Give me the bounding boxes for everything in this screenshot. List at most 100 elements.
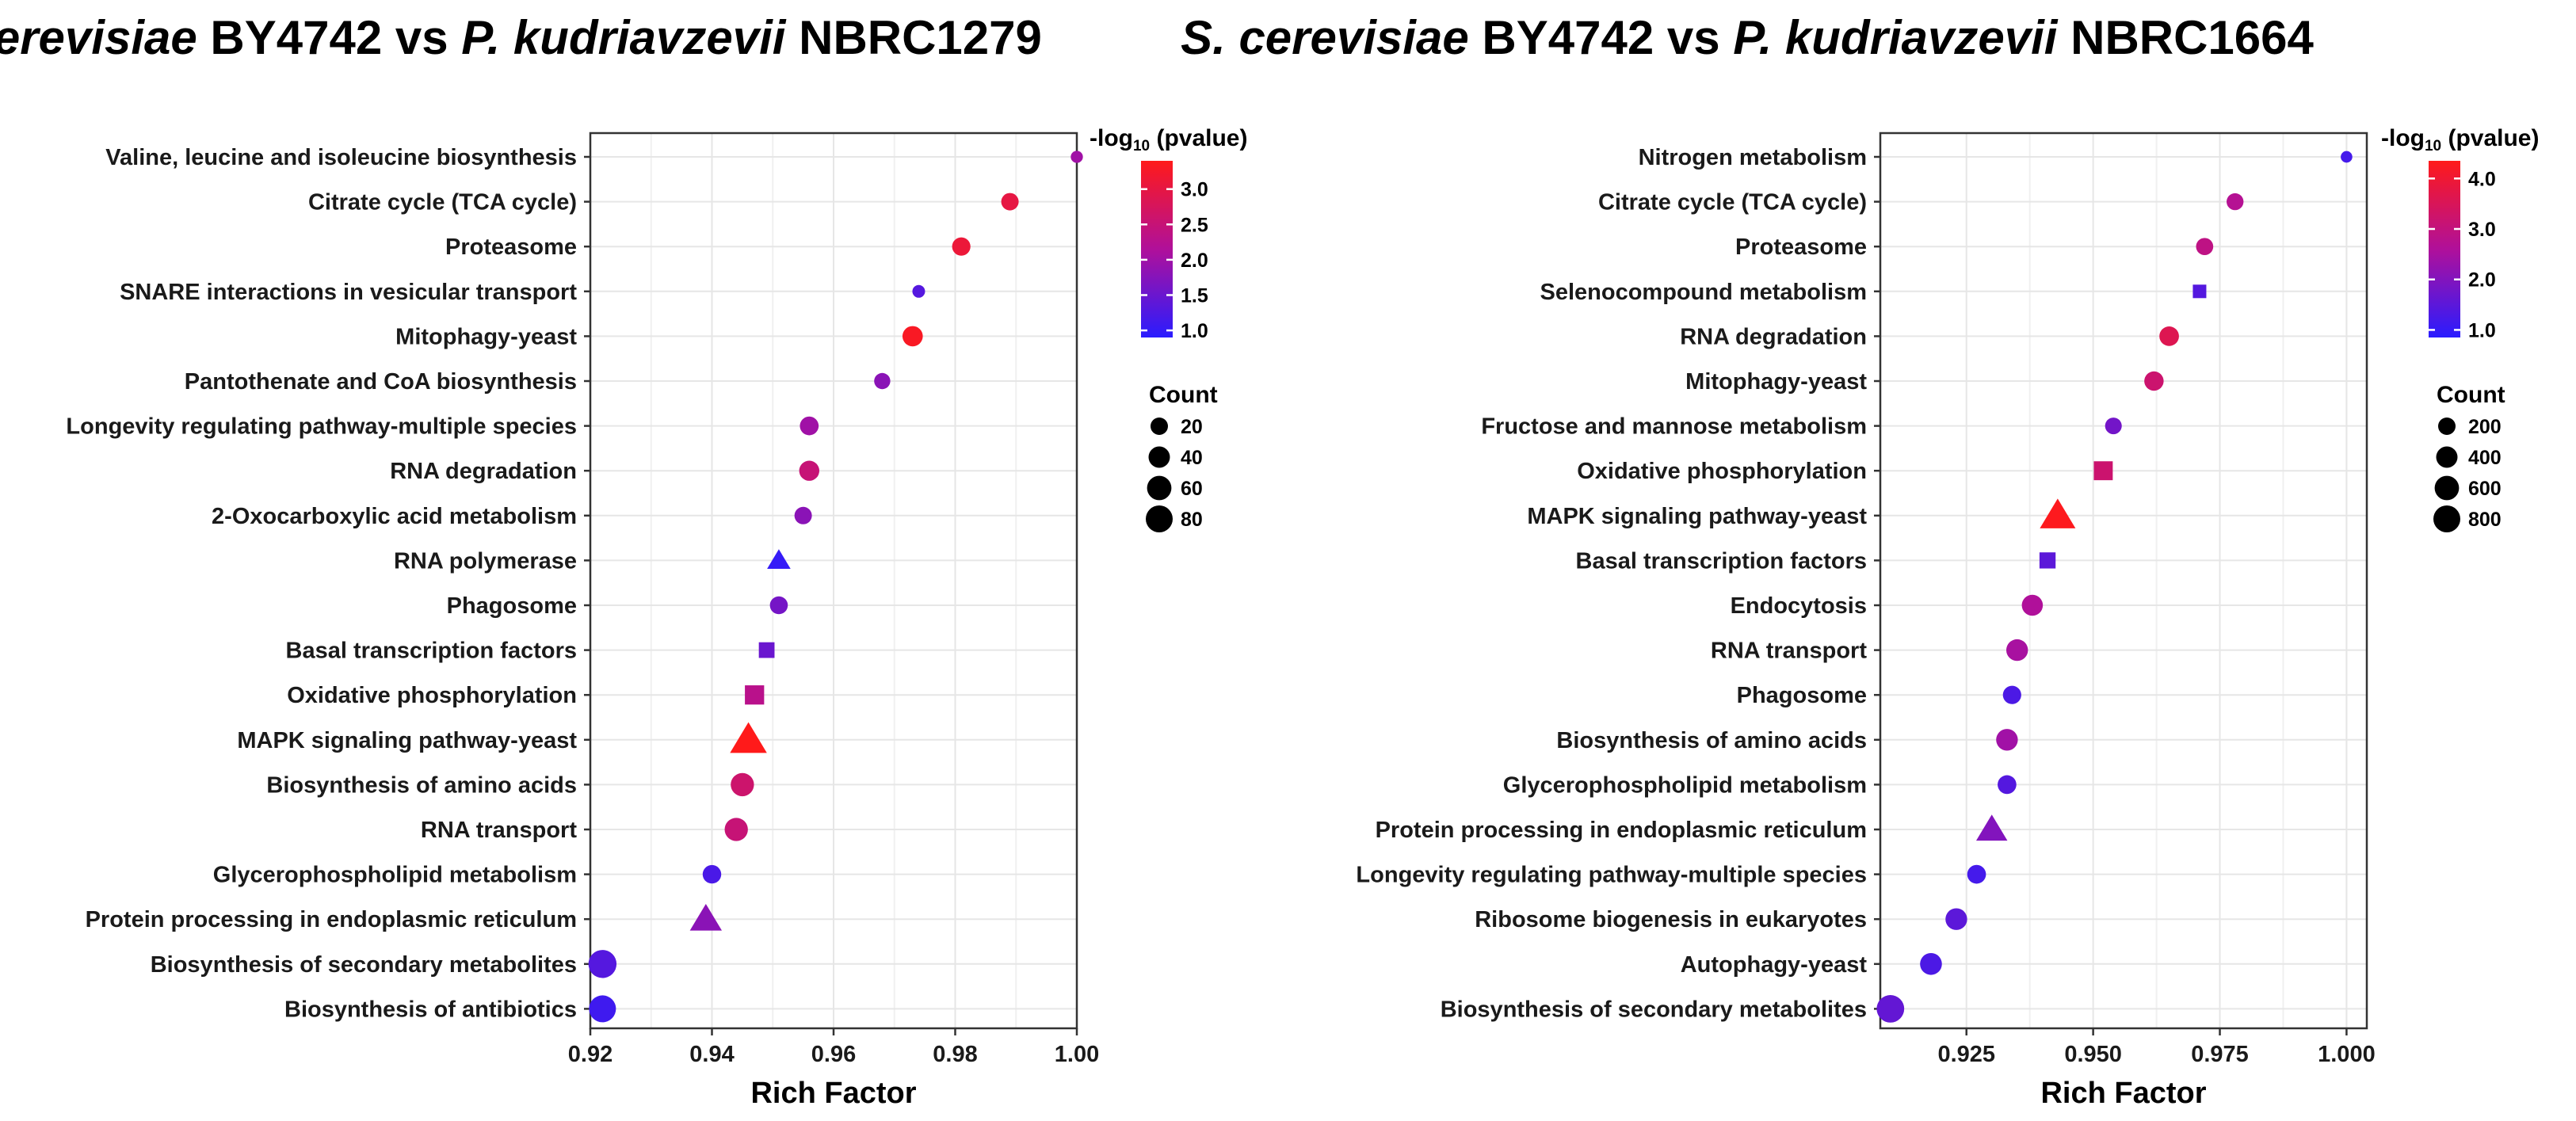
category-label: RNA polymerase [394, 548, 577, 574]
data-point-circle [1967, 864, 1986, 884]
category-label: Glycerophospholipid metabolism [213, 863, 577, 888]
x-tick-label: 1.000 [2318, 1042, 2376, 1067]
category-label: Valine, leucine and isoleucine biosynthe… [105, 145, 577, 170]
x-tick-label: 0.975 [2191, 1042, 2249, 1067]
x-axis-ticks: 0.925 0.950 0.975 1.000 [1937, 1028, 2376, 1067]
data-point-circle [2341, 151, 2353, 163]
data-point-circle [2105, 418, 2122, 435]
colorbar-ticks: 1.0 1.5 2.0 2.5 3.0 [1141, 179, 1208, 342]
chart-panel-nbrc1279: S. cerevisiae BY4742 vs P. kudriavzevii … [0, 11, 1247, 1110]
size-legend-label: 40 [1181, 447, 1203, 469]
data-point-circle [1876, 995, 1905, 1023]
colorbar-tick-label: 4.0 [2468, 168, 2496, 190]
data-point-circle [2227, 193, 2244, 211]
data-point-circle [2159, 326, 2179, 346]
category-label: Protein processing in endoplasmic reticu… [1376, 818, 1867, 843]
x-tick-label: 0.96 [811, 1042, 856, 1067]
size-legend-items: 200 400 600 800 [2433, 416, 2502, 532]
size-legend-dot [2433, 505, 2460, 532]
data-point-circle [1070, 151, 1083, 163]
data-point-circle [2196, 238, 2214, 256]
data-point-circle [799, 460, 820, 481]
category-label: Phagosome [447, 593, 577, 619]
data-point-square [745, 685, 765, 705]
category-label: Basal transcription factors [286, 639, 577, 664]
category-labels: Valine, leucine and isoleucine biosynthe… [66, 145, 590, 1022]
category-label: Endocytosis [1731, 593, 1867, 619]
category-label: Biosynthesis of amino acids [266, 772, 577, 798]
category-label: RNA degradation [390, 459, 577, 484]
color-legend: -log10 (pvalue) 1.0 1.5 2.0 2.5 3.0 [1090, 125, 1247, 342]
size-legend-label: 800 [2468, 509, 2502, 531]
size-legend-title: Count [2437, 382, 2505, 408]
category-label: Autophagy-yeast [1681, 952, 1868, 978]
data-point-triangle [689, 903, 723, 931]
x-tick-label: 1.00 [1055, 1042, 1099, 1067]
category-label: Selenocompound metabolism [1540, 280, 1868, 305]
data-point-circle [588, 950, 617, 978]
data-point-circle [912, 284, 925, 298]
data-points [588, 151, 1083, 1023]
x-axis-title: Rich Factor [2040, 1077, 2206, 1110]
x-tick-label: 0.98 [933, 1042, 977, 1067]
x-axis-title: Rich Factor [750, 1077, 916, 1110]
category-label: Mitophagy-yeast [395, 324, 577, 349]
data-point-circle [1998, 775, 2017, 795]
grid-lines [590, 133, 1078, 1028]
data-point-circle [769, 596, 788, 615]
colorbar-tick-label: 2.0 [1181, 250, 1208, 272]
data-point-square [2039, 552, 2056, 569]
category-labels: Nitrogen metabolism Citrate cycle (TCA cy… [1356, 145, 1880, 1022]
colorbar-ticks: 1.0 2.0 3.0 4.0 [2429, 168, 2496, 341]
size-legend: Count 200 400 600 800 [2433, 382, 2505, 532]
colorbar-tick-label: 2.5 [1181, 214, 1208, 236]
data-point-triangle [767, 549, 791, 569]
category-label: Glycerophospholipid metabolism [1503, 772, 1867, 798]
category-label: Fructose and mannose metabolism [1481, 414, 1867, 440]
data-point-circle [1920, 953, 1942, 975]
category-label: Protein processing in endoplasmic reticu… [86, 907, 577, 932]
size-legend-label: 20 [1181, 416, 1203, 438]
category-label: Ribosome biogenesis in eukaryotes [1475, 907, 1867, 932]
size-legend-dot [1148, 446, 1170, 468]
data-points [1876, 151, 2353, 1023]
data-point-circle [724, 818, 748, 841]
category-label: Longevity regulating pathway-multiple sp… [66, 414, 577, 440]
category-label: RNA degradation [1680, 324, 1867, 349]
chart-panel-nbrc1664: S. cerevisiae BY4742 vs P. kudriavzevii … [1181, 11, 2539, 1110]
data-point-circle [702, 864, 722, 884]
data-point-circle [874, 372, 891, 390]
x-axis-ticks: 0.92 0.94 0.96 0.98 1.00 [568, 1028, 1099, 1067]
colorbar-tick-label: 1.5 [1181, 284, 1208, 307]
data-point-circle [2021, 594, 2044, 616]
data-point-circle [2005, 639, 2028, 662]
colorbar-tick-label: 1.0 [2468, 319, 2496, 341]
category-label: MAPK signaling pathway-yeast [1527, 504, 1867, 529]
colorbar [2429, 161, 2460, 337]
plot-frame [1879, 132, 2368, 1030]
color-legend-title: -log10 (pvalue) [2381, 125, 2539, 154]
category-label: Basal transcription factors [1576, 548, 1867, 574]
category-label: Biosynthesis of amino acids [1556, 728, 1867, 753]
color-legend: -log10 (pvalue) 1.0 2.0 3.0 4.0 [2381, 125, 2539, 341]
category-label: Citrate cycle (TCA cycle) [308, 190, 577, 215]
category-label: Oxidative phosphorylation [1577, 459, 1867, 484]
category-label: Phagosome [1737, 683, 1867, 708]
data-point-circle [800, 416, 819, 436]
category-label: Mitophagy-yeast [1685, 369, 1867, 395]
size-legend-label: 200 [2468, 416, 2502, 438]
x-tick-label: 0.950 [2064, 1042, 2122, 1067]
size-legend-dot [1147, 475, 1172, 501]
category-label: Biosynthesis of secondary metabolites [151, 952, 577, 978]
category-label: RNA transport [1711, 639, 1867, 664]
size-legend-dot [2438, 418, 2456, 435]
data-point-circle [589, 995, 616, 1023]
chart-title: S. cerevisiae BY4742 vs P. kudriavzevii … [0, 11, 1042, 64]
category-label: Proteasome [1735, 234, 1867, 260]
size-legend-dot [1151, 418, 1168, 435]
size-legend-dot [2436, 446, 2458, 468]
data-point-circle [2002, 685, 2021, 704]
data-point-circle [1001, 193, 1019, 211]
data-point-circle [902, 326, 923, 347]
x-tick-label: 0.92 [568, 1042, 613, 1067]
